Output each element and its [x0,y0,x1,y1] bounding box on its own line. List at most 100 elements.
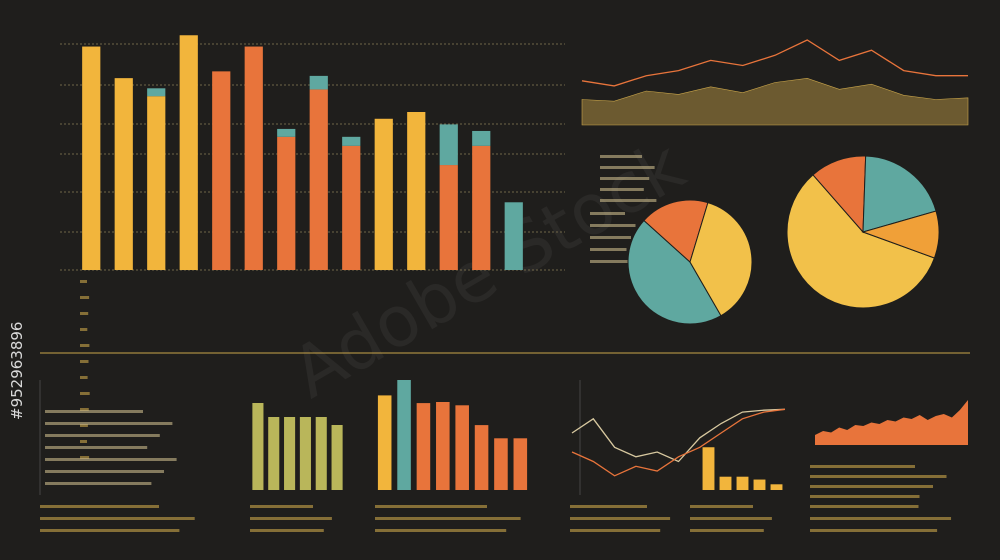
text-line [690,529,764,532]
text-line [690,505,753,508]
text-line [375,505,487,508]
text-line [80,360,89,363]
text-line [570,529,661,532]
text-line [80,312,89,315]
bar [472,130,491,146]
bar [212,71,231,270]
bar [513,438,528,490]
bar [284,417,296,490]
bar [342,145,361,270]
bar [179,35,198,270]
text-line [80,344,90,347]
bar [472,145,491,270]
bar [455,405,469,490]
bar [753,479,766,490]
text-line [600,166,655,169]
bar [407,112,426,270]
text-line [250,529,324,532]
pie-slice [786,174,936,309]
text-line [375,529,507,532]
text-line [810,529,938,532]
bar [299,417,311,490]
text-line [375,517,521,520]
bar [494,438,508,490]
bar [397,380,411,490]
text-line [45,410,143,413]
bar [342,136,361,146]
text-line [80,424,88,427]
text-line [600,155,642,158]
bar [315,417,327,490]
line [581,39,968,87]
text-line [250,505,313,508]
text-line [80,328,88,331]
text-line [600,188,644,191]
text-line [590,224,636,227]
bar [147,96,166,270]
text-placeholders [39,43,952,532]
text-line [570,505,647,508]
text-line [45,458,177,461]
text-line [40,529,180,532]
bar [309,89,328,270]
text-line [590,260,637,263]
bar [436,402,450,490]
text-line [810,495,920,498]
text-line [600,199,657,202]
pie-slice [861,210,940,259]
text-line [590,248,627,251]
line [571,408,786,477]
text-line [45,482,152,485]
line [571,408,786,463]
text-line [590,212,625,215]
bar [244,46,263,270]
bar [719,476,732,490]
text-line [810,485,933,488]
pie-slice [862,155,937,233]
bar [277,128,296,137]
bar [770,484,783,490]
bar [147,88,166,97]
area [581,77,969,126]
text-line [80,392,90,395]
text-line [45,422,173,425]
text-line [80,440,87,443]
bar [439,165,458,270]
pie-slice [689,202,753,317]
text-line [810,475,947,478]
bar [82,46,101,270]
text-line [80,280,87,283]
bar [268,417,280,490]
bar [309,75,328,90]
bar [504,202,523,270]
pie-slice [643,199,709,263]
text-line [810,505,919,508]
text-line [45,470,164,473]
text-line [80,408,89,411]
bar [736,476,749,490]
bar [252,403,264,490]
text-line [690,517,772,520]
text-line [810,465,915,468]
bar [331,425,343,490]
text-line [45,434,160,437]
text-line [80,376,88,379]
text-line [45,446,148,449]
bar [439,124,458,166]
area [815,400,968,445]
pie-slice [627,219,722,325]
bar [277,136,296,270]
text-line [40,517,195,520]
bar [114,78,133,271]
text-line [600,177,650,180]
text-line [810,517,952,520]
bar [702,447,715,490]
bar [374,118,393,271]
text-line [80,296,90,299]
side-id: #952963896 [8,322,26,420]
bar [416,403,431,490]
bar [474,425,489,490]
text-line [40,505,159,508]
bar [377,395,392,490]
